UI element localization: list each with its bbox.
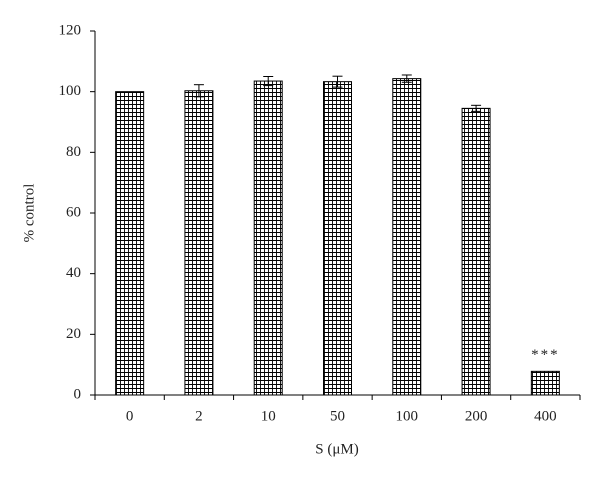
error-bar	[401, 74, 412, 83]
x-tick-label: 200	[465, 408, 488, 424]
x-tick-label: 100	[396, 408, 419, 424]
bar	[115, 91, 145, 396]
x-tick-label: 400	[534, 408, 557, 424]
annotation: ***	[531, 347, 560, 363]
y-tick-label: 60	[66, 204, 81, 220]
y-tick-label: 40	[66, 265, 81, 281]
y-tick-label: 0	[74, 386, 82, 402]
x-tick-label: 10	[261, 408, 276, 424]
y-tick-label: 80	[66, 144, 81, 160]
y-axis-label: % control	[21, 184, 37, 243]
y-tick-label: 20	[66, 326, 81, 342]
error-bar	[263, 76, 274, 87]
x-tick-label: 2	[195, 408, 203, 424]
x-tick-label: 50	[330, 408, 345, 424]
bar	[184, 90, 214, 396]
y-tick-label: 100	[59, 83, 82, 99]
bar	[392, 78, 422, 396]
bar	[253, 80, 283, 396]
bar	[461, 107, 491, 396]
error-bar	[193, 84, 204, 98]
x-axis-label: S (μM)	[315, 441, 358, 457]
y-tick-label: 120	[59, 22, 82, 38]
bar	[323, 81, 352, 396]
error-bar	[471, 104, 482, 112]
error-bar	[332, 75, 343, 88]
x-tick-label: 0	[126, 408, 134, 424]
bar	[530, 370, 560, 396]
